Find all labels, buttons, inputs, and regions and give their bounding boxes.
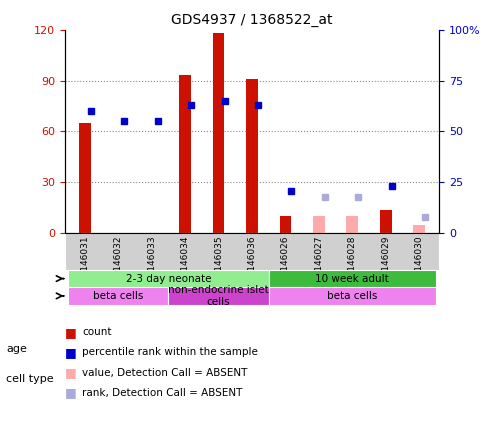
Text: GSM1146031: GSM1146031 xyxy=(80,235,89,296)
Text: ■: ■ xyxy=(65,387,77,399)
Text: GSM1146030: GSM1146030 xyxy=(415,235,424,296)
Text: GSM1146027: GSM1146027 xyxy=(314,235,323,296)
Text: GSM1146033: GSM1146033 xyxy=(147,235,156,296)
Bar xyxy=(79,123,91,233)
Text: beta cells: beta cells xyxy=(327,291,377,301)
Text: GSM1146035: GSM1146035 xyxy=(214,235,223,296)
Bar xyxy=(179,75,191,233)
Text: GSM1146034: GSM1146034 xyxy=(181,235,190,296)
Text: value, Detection Call = ABSENT: value, Detection Call = ABSENT xyxy=(82,368,248,378)
Bar xyxy=(380,209,392,233)
Text: ■: ■ xyxy=(65,346,77,359)
Bar xyxy=(268,270,436,287)
Text: percentile rank within the sample: percentile rank within the sample xyxy=(82,347,258,357)
Bar xyxy=(169,287,268,305)
Text: ■: ■ xyxy=(65,326,77,338)
Text: GSM1146029: GSM1146029 xyxy=(381,235,390,296)
Bar xyxy=(213,33,225,233)
Bar xyxy=(68,287,169,305)
Bar xyxy=(313,216,325,233)
Text: count: count xyxy=(82,327,112,337)
Text: rank, Detection Call = ABSENT: rank, Detection Call = ABSENT xyxy=(82,388,243,398)
Text: beta cells: beta cells xyxy=(93,291,144,301)
Text: age: age xyxy=(6,344,27,354)
Bar xyxy=(246,79,258,233)
Text: 10 week adult: 10 week adult xyxy=(315,274,389,283)
Text: GSM1146032: GSM1146032 xyxy=(114,235,123,296)
Title: GDS4937 / 1368522_at: GDS4937 / 1368522_at xyxy=(171,13,333,27)
Bar xyxy=(413,225,425,233)
Text: non-endocrine islet
cells: non-endocrine islet cells xyxy=(168,285,269,307)
Text: GSM1146028: GSM1146028 xyxy=(348,235,357,296)
Text: GSM1146026: GSM1146026 xyxy=(281,235,290,296)
Text: ■: ■ xyxy=(65,366,77,379)
Bar xyxy=(68,270,268,287)
Text: 2-3 day neonate: 2-3 day neonate xyxy=(126,274,211,283)
Text: GSM1146036: GSM1146036 xyxy=(248,235,256,296)
Bar xyxy=(279,216,291,233)
Text: cell type: cell type xyxy=(6,374,53,384)
Bar xyxy=(268,287,436,305)
Bar xyxy=(346,216,358,233)
